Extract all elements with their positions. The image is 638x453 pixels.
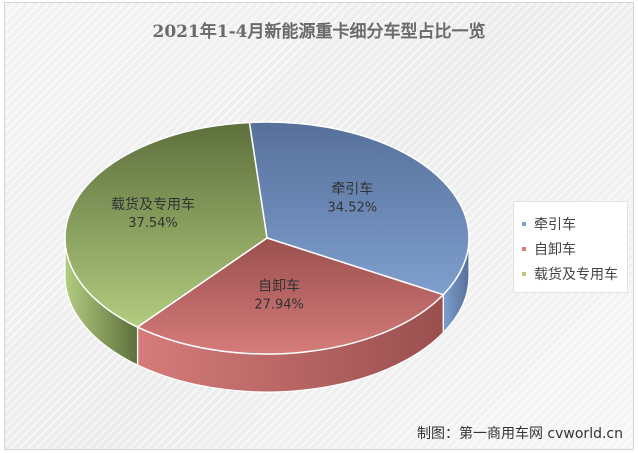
- chart-title: 2021年1-4月新能源重卡细分车型占比一览: [152, 22, 486, 42]
- data-label-percent-dump: 27.94%: [254, 298, 304, 313]
- legend-item-tractor: 牵引车: [522, 214, 576, 234]
- pie-slice-cargo: [64, 121, 268, 328]
- pie-slice-tractor: [248, 121, 470, 296]
- legend-label-tractor: 牵引车: [534, 217, 576, 233]
- chart-frame: 2021年1-4月新能源重卡细分车型占比一览 牵引车 34.52% 自卸车 27.94…: [4, 2, 634, 450]
- legend-label-cargo: 载货及专用车: [534, 267, 618, 283]
- legend-marker-cargo: [522, 272, 526, 276]
- legend-item-cargo: 载货及专用车: [522, 264, 618, 284]
- data-label-name-cargo: 载货及专用车: [111, 196, 195, 213]
- pie-chart: 牵引车 34.52% 自卸车 27.94% 载货及专用车 37.54%: [64, 121, 470, 393]
- data-label-name-dump: 自卸车: [258, 278, 300, 295]
- legend-item-dump: 自卸车: [522, 239, 576, 259]
- legend-marker-tractor: [522, 222, 526, 226]
- footer-credit: 制图：第一商用车网 cvworld.cn: [416, 426, 623, 442]
- legend-marker-dump: [522, 247, 526, 251]
- data-label-percent-cargo: 37.54%: [128, 216, 178, 231]
- pie-slice-dump: [136, 237, 445, 355]
- legend-label-dump: 自卸车: [534, 242, 576, 258]
- data-label-name-tractor: 牵引车: [331, 180, 373, 197]
- legend: 牵引车 自卸车 载货及专用车: [513, 201, 628, 293]
- data-label-percent-tractor: 34.52%: [328, 200, 378, 215]
